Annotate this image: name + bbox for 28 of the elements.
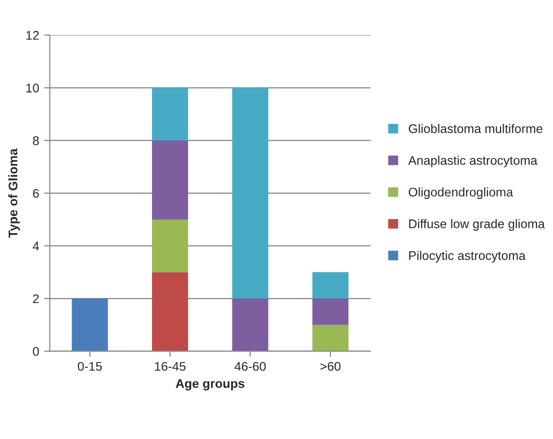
x-tick-label: 0-15 — [78, 362, 102, 371]
bar — [72, 298, 108, 352]
x-tick-label: 46-60 — [234, 362, 266, 371]
bar — [312, 324, 348, 352]
y-tick-label: 0 — [32, 347, 39, 356]
bar — [152, 88, 188, 140]
legend-label: Diffuse low grade glioma — [409, 219, 545, 231]
bar — [152, 272, 188, 352]
y-tick-label: 10 — [26, 84, 39, 92]
legend-label: Pilocytic astrocytoma — [409, 250, 526, 262]
y-axis-title: Type of Glioma — [8, 148, 20, 238]
y-tick-label: 8 — [32, 136, 39, 146]
legend-label: Glioblastoma multiforme — [408, 124, 542, 134]
legend-label: Oligodendroglioma — [408, 187, 514, 200]
x-tick-label: >60 — [320, 362, 341, 371]
bar — [312, 272, 348, 299]
x-axis-title: Age groups — [176, 379, 244, 390]
y-tick-label: 12 — [26, 30, 39, 40]
bar — [152, 220, 188, 272]
legend-label: Anaplastic astrocytoma — [408, 156, 538, 168]
bar — [232, 298, 268, 352]
bar — [312, 298, 348, 325]
bar — [232, 88, 268, 299]
y-tick-label: 6 — [33, 188, 39, 198]
y-tick-label: 2 — [33, 294, 39, 304]
x-tick-label: 16-45 — [155, 362, 186, 371]
bar — [152, 140, 188, 220]
y-tick-label: 4 — [32, 242, 39, 250]
